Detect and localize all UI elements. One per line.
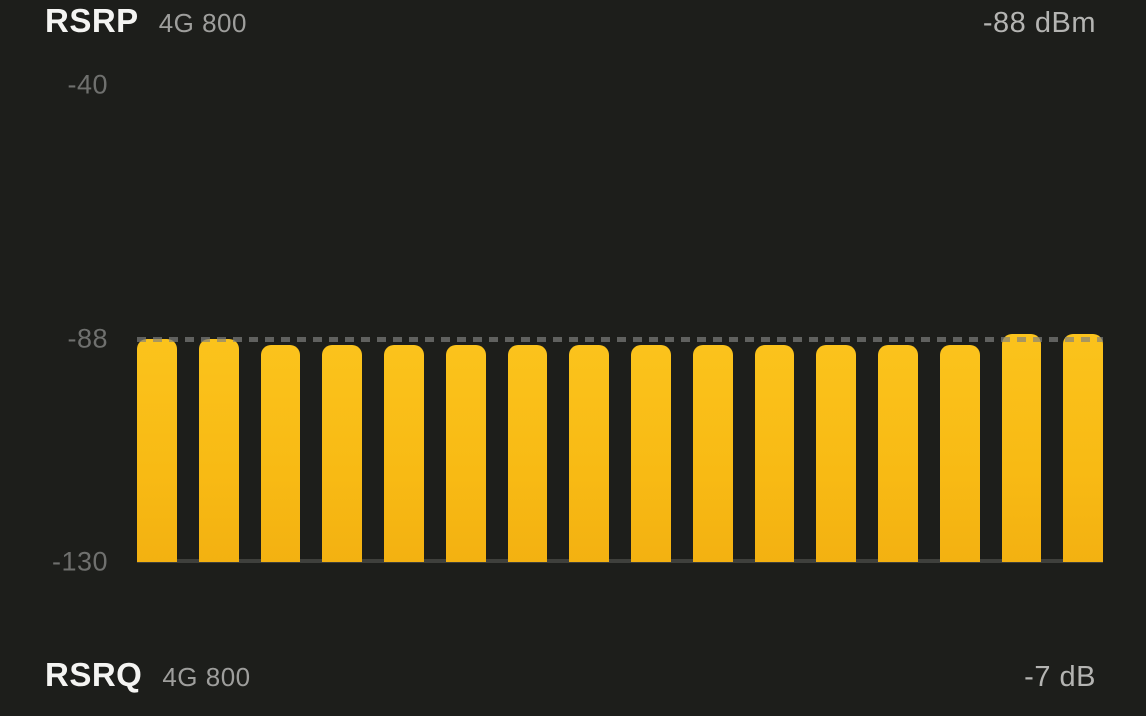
- rsrp-sample-bar: [198, 339, 239, 562]
- rsrq-band-label: 4G 800: [162, 662, 251, 692]
- rsrp-header: RSRP 4G 800 -88 dBm: [45, 2, 1096, 40]
- rsrq-title: RSRQ: [45, 656, 143, 693]
- threshold-dashed-line: [137, 337, 1103, 343]
- rsrp-sample-bar: [445, 344, 486, 562]
- bar-series: [137, 85, 1103, 562]
- rsrp-sample-bar: [692, 344, 733, 562]
- rsrp-sample-bar: [939, 344, 980, 562]
- rsrp-current-value: -88 dBm: [982, 7, 1096, 39]
- rsrp-title: RSRP: [45, 2, 139, 39]
- rsrp-band-label: 4G 800: [158, 8, 247, 38]
- rsrq-current-value: -7 dB: [1024, 661, 1096, 693]
- y-axis-tick-label: -40: [67, 69, 108, 100]
- rsrp-sample-bar: [631, 344, 671, 562]
- chart-baseline: [137, 559, 1103, 563]
- rsrq-header: RSRQ 4G 800 -7 dB: [45, 656, 1096, 694]
- rsrp-sample-bar: [322, 344, 362, 562]
- rsrp-sample-bar: [754, 344, 795, 562]
- rsrp-sample-bar: [878, 344, 918, 562]
- y-axis-tick-label: -130: [51, 546, 108, 577]
- rsrp-sample-bar: [260, 344, 301, 562]
- rsrp-sample-bar: [384, 344, 424, 562]
- rsrp-sample-bar: [816, 344, 856, 562]
- rsrp-sample-bar: [1063, 334, 1103, 562]
- rsrp-sample-bar: [569, 344, 609, 562]
- rsrp-sample-bar: [1001, 334, 1042, 562]
- rsrp-sample-bar: [507, 344, 548, 562]
- y-axis-tick-label: -88: [67, 323, 108, 354]
- rsrp-sample-bar: [137, 339, 177, 562]
